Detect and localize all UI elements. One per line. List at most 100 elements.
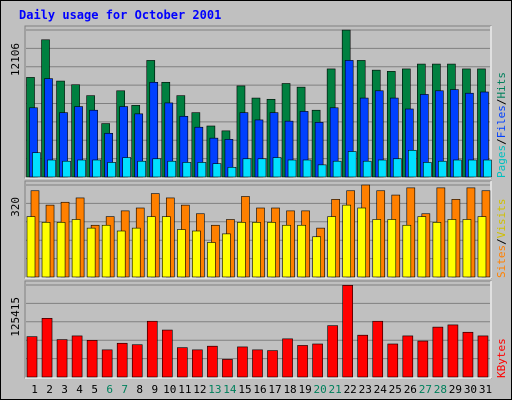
visits-bar [372,219,382,278]
kbytes-bar [447,324,459,378]
kbytes-bar [372,320,384,378]
kbytes-bar [387,343,399,378]
kbytes-bar [192,349,203,378]
pages-bar [47,159,56,178]
y-max-label: 125415 [9,297,22,337]
day-label: 30 [464,383,477,396]
visits-bar [131,227,141,278]
visits-bar [462,219,472,278]
chart-title: Daily usage for October 2001 [19,8,222,22]
visits-bar [402,224,412,278]
pages-bar [453,159,462,178]
pages-bar [302,159,312,178]
day-label: 24 [374,383,388,396]
kbytes-bar [297,345,308,378]
kbytes-bar [41,318,53,378]
kbytes-bar [146,320,158,378]
pages-bar [377,159,387,178]
series-name-files: Files [495,105,508,138]
pages-bar [32,152,41,178]
kbytes-bar [402,335,414,378]
pages-bar [92,159,101,178]
visits-bar [312,236,321,278]
visits-bar [177,229,186,278]
kbytes-bar [357,334,369,378]
kbytes-bar [222,359,233,378]
visits-bar [101,224,111,278]
visits-bar [447,219,457,278]
kbytes-bar [462,331,474,378]
kbytes-bar [312,343,323,378]
kbytes-bar [116,342,128,378]
pages-bar [468,159,477,178]
visits-bar [207,242,216,278]
day-label: 8 [136,383,143,396]
kbytes-bar [86,340,98,378]
pages-bar [423,162,432,178]
pages-bar [77,159,86,178]
kbytes-bar [101,349,113,378]
y-max-label: 320 [9,197,22,217]
kbytes-bar [56,339,68,378]
visits-bar [327,216,336,278]
day-label: 16 [253,383,266,396]
visits-bar [342,204,351,278]
pages-bar [212,163,222,178]
kbytes-bar [71,335,83,378]
pages-bar [362,160,372,178]
pages-bar [408,149,417,178]
day-label: 13 [208,383,221,396]
visits-bar [146,216,156,278]
pages-bar [62,160,71,178]
visits-bar [41,222,51,278]
day-label: 20 [314,383,327,396]
day-label: 12 [193,383,206,396]
visits-bar [237,222,246,278]
pages-bar [137,160,147,178]
day-label: 3 [61,383,68,396]
day-label: 26 [404,383,417,396]
day-label: 31 [479,383,492,396]
kbytes-bar [237,346,248,378]
day-label: 28 [434,383,447,396]
pages-bar [227,166,237,178]
visits-bar [267,222,276,278]
y-max-label: 12106 [9,43,22,76]
day-label: 5 [91,383,98,396]
day-label: 17 [268,383,281,396]
visits-bar [192,230,201,278]
visits-bar [252,222,261,278]
kbytes-bar [131,344,143,378]
visits-bar [116,230,126,278]
kbytes-bar [432,326,444,378]
day-label: 23 [359,383,372,396]
visits-bar [56,222,66,278]
kbytes-bar [177,347,188,378]
day-label: 21 [329,383,342,396]
day-label: 9 [151,383,158,396]
pages-bar [167,160,177,178]
label-separator: / [495,138,508,145]
kbytes-bar [327,325,338,378]
visits-bar [477,216,487,278]
visits-bar [71,219,81,278]
day-label: 27 [419,383,432,396]
pages-bar [438,160,447,178]
pages-bar [257,158,267,178]
pages-bar [347,151,357,178]
kbytes-bar [282,338,293,378]
label-separator: / [495,99,508,106]
kbytes-bar [26,336,38,378]
pages-bar [107,162,116,178]
day-label: 15 [238,383,251,396]
label-separator: / [495,238,508,245]
day-label: 29 [449,383,462,396]
pages-bar [122,157,131,178]
visits-bar [357,207,367,278]
day-label: 2 [46,383,53,396]
day-label: 1 [31,383,38,396]
series-name-hits: Hits [495,72,508,99]
visits-bar [297,224,306,278]
